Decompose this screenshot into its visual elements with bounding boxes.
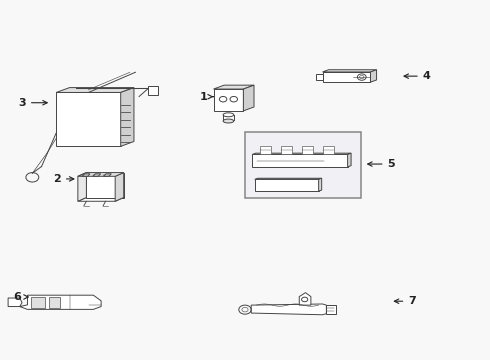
Polygon shape xyxy=(115,172,123,201)
Bar xyxy=(148,86,157,95)
Text: 6: 6 xyxy=(13,292,28,302)
Polygon shape xyxy=(86,172,123,198)
Text: 4: 4 xyxy=(404,71,431,81)
Text: 3: 3 xyxy=(18,98,47,108)
Polygon shape xyxy=(121,87,134,146)
Ellipse shape xyxy=(223,119,234,123)
Text: 7: 7 xyxy=(394,296,416,306)
Polygon shape xyxy=(214,85,254,89)
Polygon shape xyxy=(78,172,86,201)
Polygon shape xyxy=(56,93,121,146)
Text: 5: 5 xyxy=(368,159,395,169)
Text: 2: 2 xyxy=(53,174,74,184)
Polygon shape xyxy=(252,153,351,154)
Polygon shape xyxy=(8,298,22,306)
Bar xyxy=(49,297,60,308)
Polygon shape xyxy=(318,178,322,191)
Polygon shape xyxy=(56,87,134,93)
Bar xyxy=(31,297,45,308)
Polygon shape xyxy=(370,70,377,82)
Bar xyxy=(260,146,271,154)
Bar xyxy=(302,146,313,154)
Ellipse shape xyxy=(223,113,234,117)
Polygon shape xyxy=(322,70,377,72)
Polygon shape xyxy=(255,179,318,191)
Bar xyxy=(323,146,334,154)
Polygon shape xyxy=(78,198,123,201)
Polygon shape xyxy=(347,153,351,167)
Polygon shape xyxy=(82,174,90,176)
Polygon shape xyxy=(20,295,101,309)
Bar xyxy=(326,305,336,314)
Polygon shape xyxy=(214,89,244,111)
Polygon shape xyxy=(78,172,123,176)
Polygon shape xyxy=(299,293,311,305)
Polygon shape xyxy=(93,174,100,176)
Polygon shape xyxy=(244,85,254,111)
Polygon shape xyxy=(103,174,111,176)
Polygon shape xyxy=(255,178,322,179)
Bar xyxy=(281,146,293,154)
Polygon shape xyxy=(252,154,347,167)
Bar xyxy=(245,132,361,198)
Text: 1: 1 xyxy=(200,92,213,102)
Polygon shape xyxy=(322,72,370,82)
Polygon shape xyxy=(251,304,326,315)
Bar xyxy=(316,74,322,80)
